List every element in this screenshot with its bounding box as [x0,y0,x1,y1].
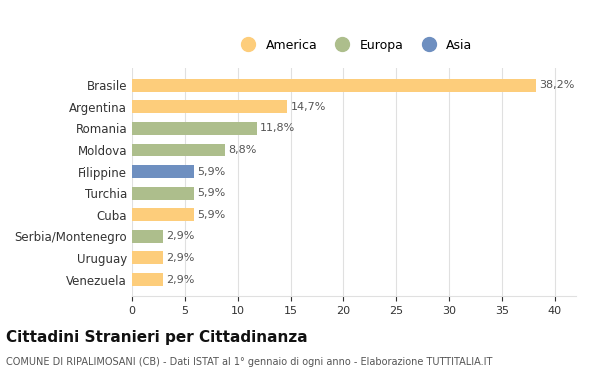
Text: 38,2%: 38,2% [539,80,574,90]
Legend: America, Europa, Asia: America, Europa, Asia [230,33,478,57]
Text: Cittadini Stranieri per Cittadinanza: Cittadini Stranieri per Cittadinanza [6,330,308,345]
Text: 2,9%: 2,9% [166,253,194,263]
Text: COMUNE DI RIPALIMOSANI (CB) - Dati ISTAT al 1° gennaio di ogni anno - Elaborazio: COMUNE DI RIPALIMOSANI (CB) - Dati ISTAT… [6,357,493,367]
Bar [132,187,194,200]
Bar [132,273,163,286]
Text: 2,9%: 2,9% [166,231,194,241]
Bar [132,100,287,113]
Bar [132,79,536,92]
Text: 11,8%: 11,8% [260,124,295,133]
Bar [132,208,194,221]
Text: 2,9%: 2,9% [166,275,194,285]
Text: 8,8%: 8,8% [228,145,257,155]
Bar [132,122,257,135]
Text: 5,9%: 5,9% [197,188,226,198]
Text: 5,9%: 5,9% [197,166,226,177]
Text: 5,9%: 5,9% [197,210,226,220]
Bar [132,252,163,264]
Bar [132,230,163,243]
Bar [132,165,194,178]
Text: 14,7%: 14,7% [290,102,326,112]
Bar [132,144,225,157]
